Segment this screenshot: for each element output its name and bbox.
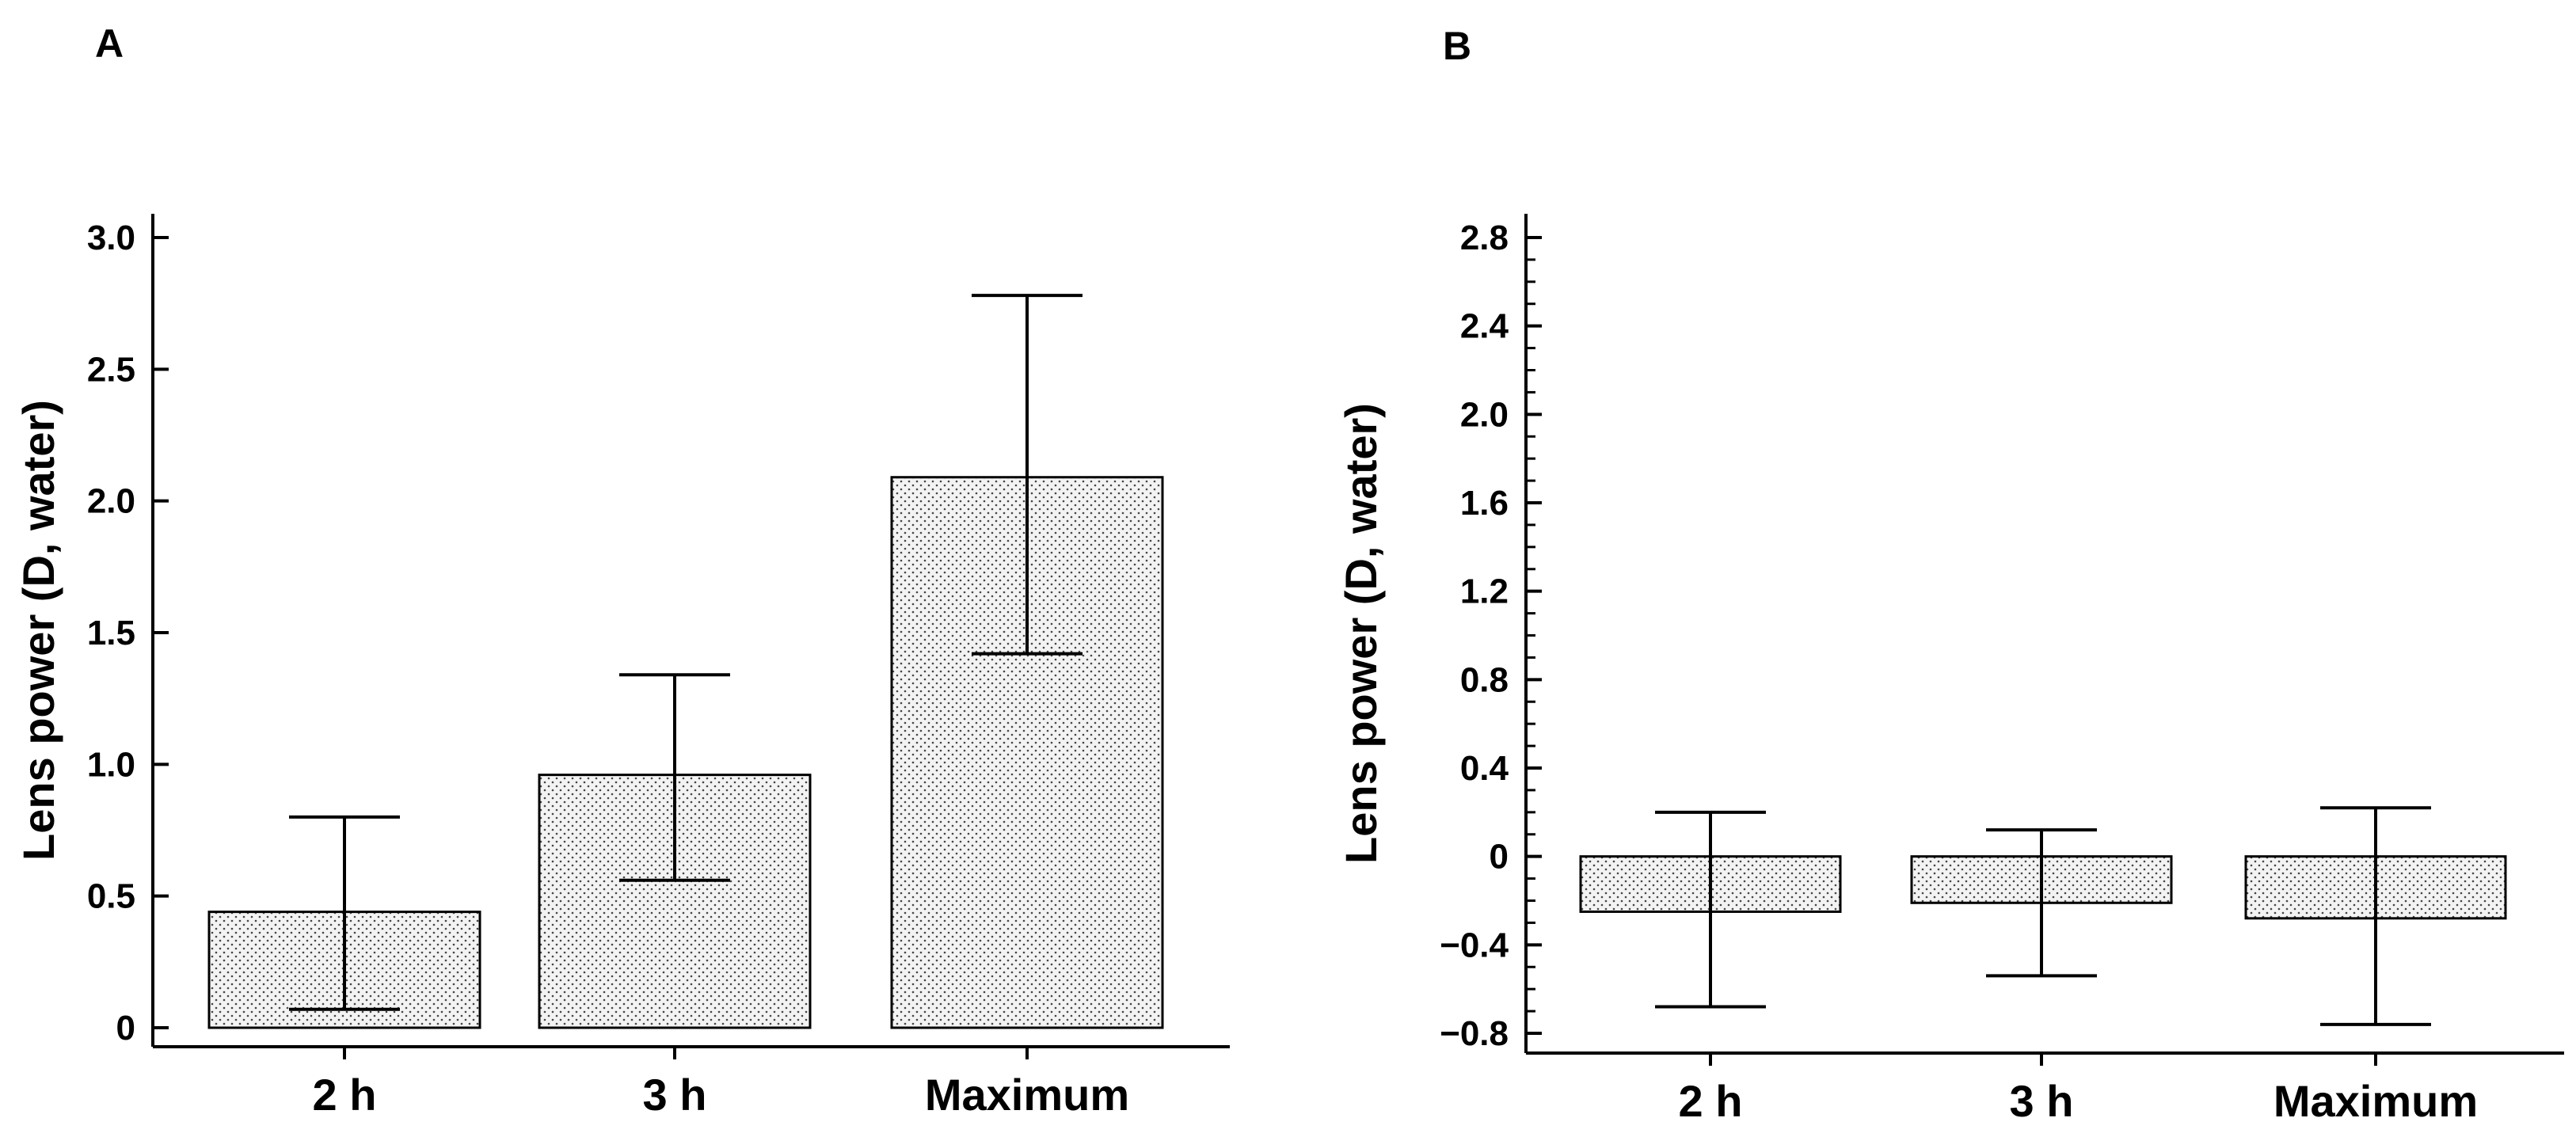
y-axis-title-a: Lens power (D, water): [13, 400, 63, 861]
x-tick-label-b-0: 2 h: [1679, 1076, 1743, 1126]
y-tick-label-a-5: 2.5: [87, 350, 135, 389]
chart-b: −0.8 −0.4 0 0.4 0.8 1.2 1.6 2.0 2.4 2.8 2 h 3 h Maxi…: [1336, 214, 2564, 1126]
y-tick-label-a-4: 2.0: [87, 482, 135, 521]
y-tick-label-b-9: 2.8: [1460, 219, 1509, 257]
y-tick-label-b-1: −0.4: [1440, 926, 1509, 964]
x-tick-label-b-2: Maximum: [2274, 1076, 2478, 1126]
y-tick-label-b-6: 1.6: [1460, 484, 1509, 523]
x-tick-label-a-1: 3 h: [643, 1070, 707, 1120]
y-tick-label-b-3: 0.4: [1460, 749, 1509, 788]
x-tick-label-b-1: 3 h: [2010, 1076, 2074, 1126]
panel-a-label: A: [95, 21, 124, 66]
y-tick-label-b-2: 0: [1490, 838, 1509, 877]
chart-a: 0 0.5 1.0 1.5 2.0 2.5 3.0 2 h 3 h Maximum Lens pow…: [13, 214, 1230, 1120]
y-tick-label-a-0: 0: [116, 1009, 135, 1048]
y-tick-label-b-5: 1.2: [1460, 572, 1509, 611]
y-tick-label-b-4: 0.8: [1460, 660, 1509, 699]
y-tick-label-a-6: 3.0: [87, 219, 135, 257]
y-tick-label-a-3: 1.5: [87, 614, 135, 652]
panel-b-label: B: [1443, 24, 1471, 68]
y-tick-label-a-1: 0.5: [87, 877, 135, 916]
x-tick-label-a-0: 2 h: [313, 1070, 377, 1120]
x-tick-label-a-2: Maximum: [925, 1070, 1129, 1120]
y-tick-label-b-0: −0.8: [1440, 1014, 1509, 1053]
y-tick-label-b-8: 2.4: [1460, 307, 1509, 346]
y-axis-title-b: Lens power (D, water): [1336, 403, 1386, 864]
y-tick-label-b-7: 2.0: [1460, 395, 1509, 434]
y-tick-label-a-2: 1.0: [87, 745, 135, 784]
